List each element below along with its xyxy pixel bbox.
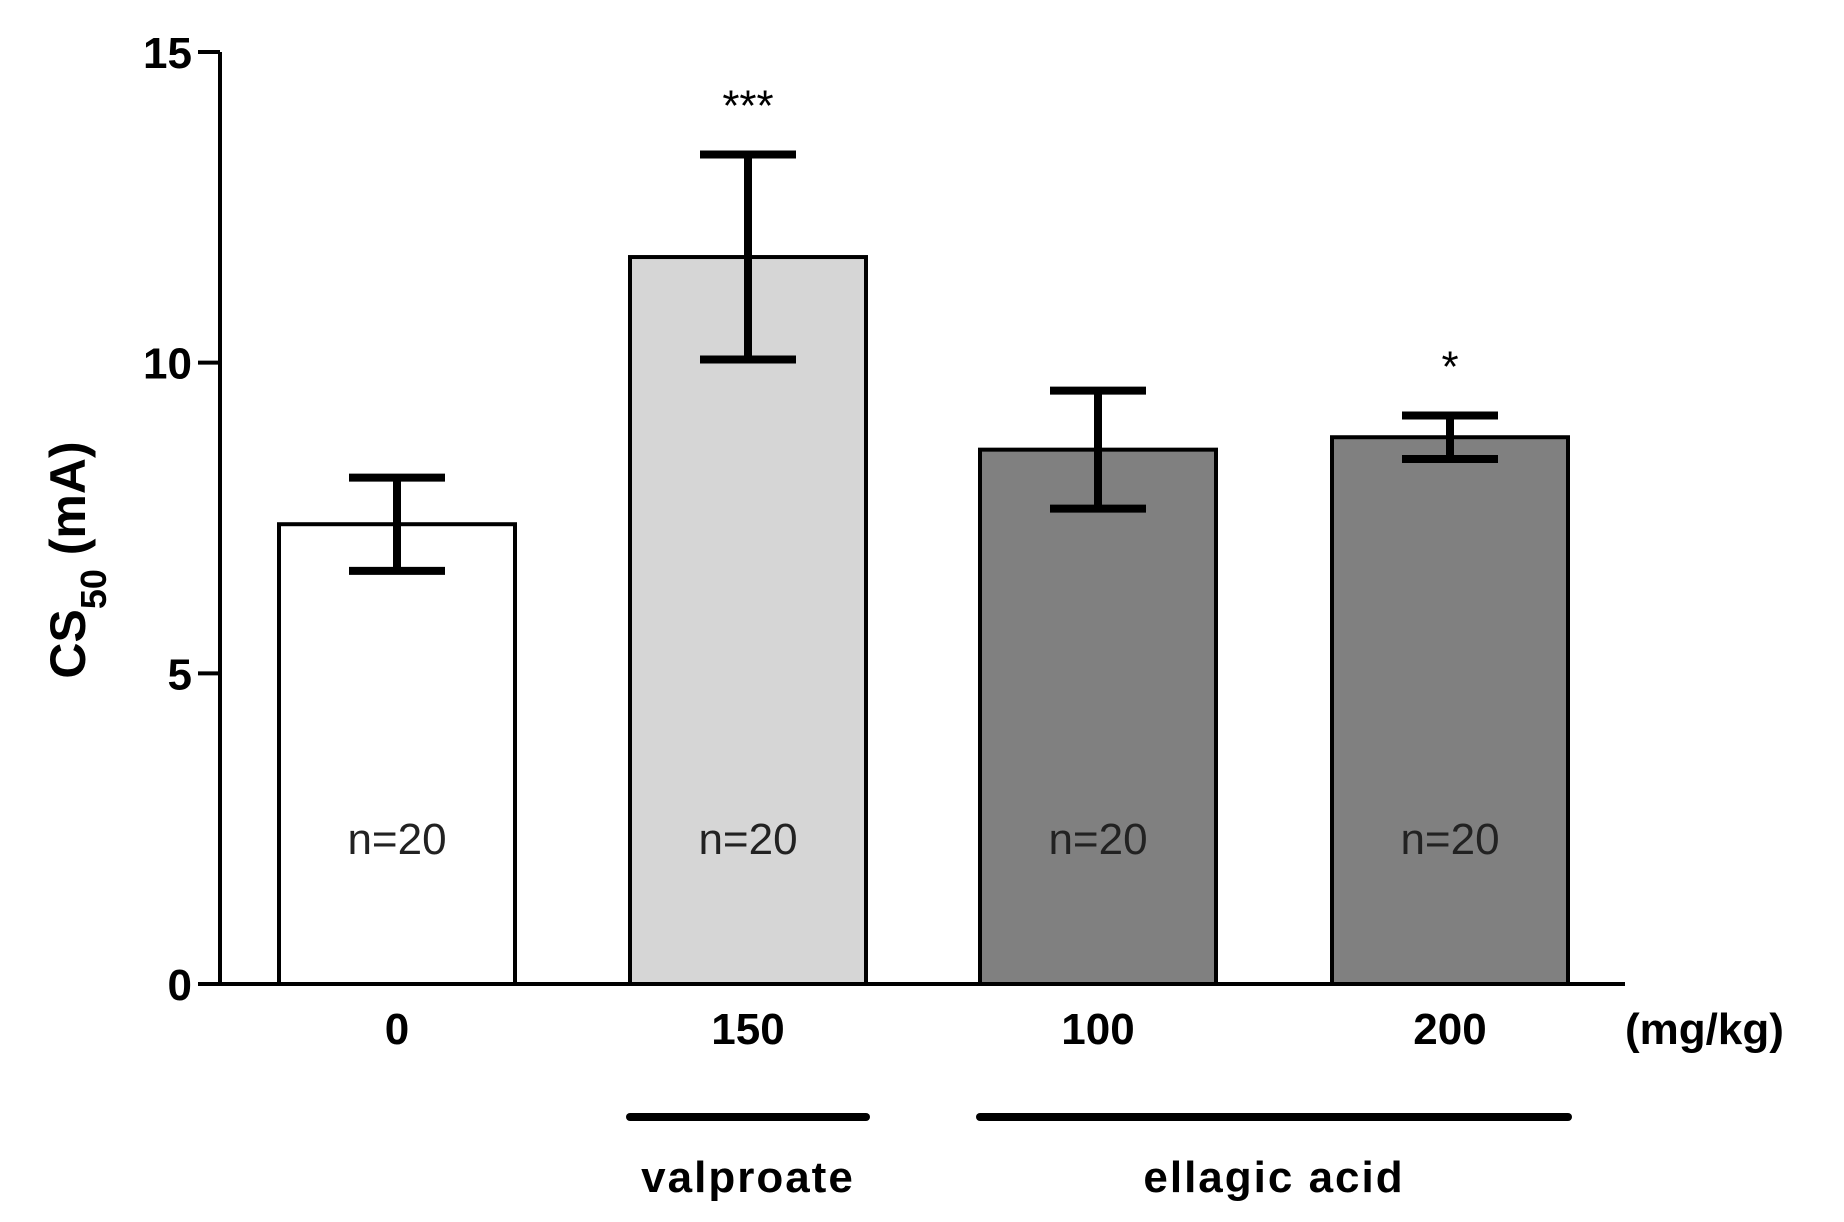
significance-label-1: ***: [722, 82, 773, 131]
y-axis-label: CS50 (mA): [40, 441, 114, 678]
sample-size-label-0: n=20: [347, 815, 446, 864]
bar-3: [1330, 435, 1570, 986]
bar-1: [628, 255, 868, 987]
labels-layer: 0 n=20 150 n=20 *** 100 n=20 200 n=20 *: [347, 82, 1499, 1054]
x-category-label-0: 0: [385, 1005, 409, 1054]
error-bars-layer: [349, 150, 1498, 575]
y-tick-label-15: 15: [143, 29, 192, 78]
y-tick-label-0: 0: [168, 961, 192, 1010]
group-label-0: valproate: [641, 1153, 855, 1202]
axes-layer: [218, 52, 1625, 986]
group-brackets-layer: valproate ellagic acid: [626, 1113, 1572, 1202]
y-axis-label-unit: (mA): [40, 441, 96, 569]
significance-label-3: *: [1441, 342, 1458, 391]
sample-size-label-1: n=20: [698, 815, 797, 864]
y-ticks-layer: 0 5 10 15: [143, 29, 220, 1010]
sample-size-label-3: n=20: [1400, 815, 1499, 864]
x-axis-unit-label: (mg/kg): [1625, 1005, 1784, 1054]
y-tick-label-10: 10: [143, 340, 192, 389]
x-category-label-3: 200: [1413, 1005, 1486, 1054]
sample-size-label-2: n=20: [1048, 815, 1147, 864]
y-tick-label-5: 5: [168, 650, 192, 699]
x-category-label-1: 150: [711, 1005, 784, 1054]
bar-0: [277, 522, 517, 986]
bar-2: [978, 447, 1218, 986]
y-axis-label-subscript: 50: [73, 569, 114, 609]
group-label-1: ellagic acid: [1143, 1153, 1404, 1202]
y-axis-label-main: CS: [40, 609, 96, 678]
bars-layer: [277, 255, 1570, 987]
x-category-label-2: 100: [1061, 1005, 1134, 1054]
